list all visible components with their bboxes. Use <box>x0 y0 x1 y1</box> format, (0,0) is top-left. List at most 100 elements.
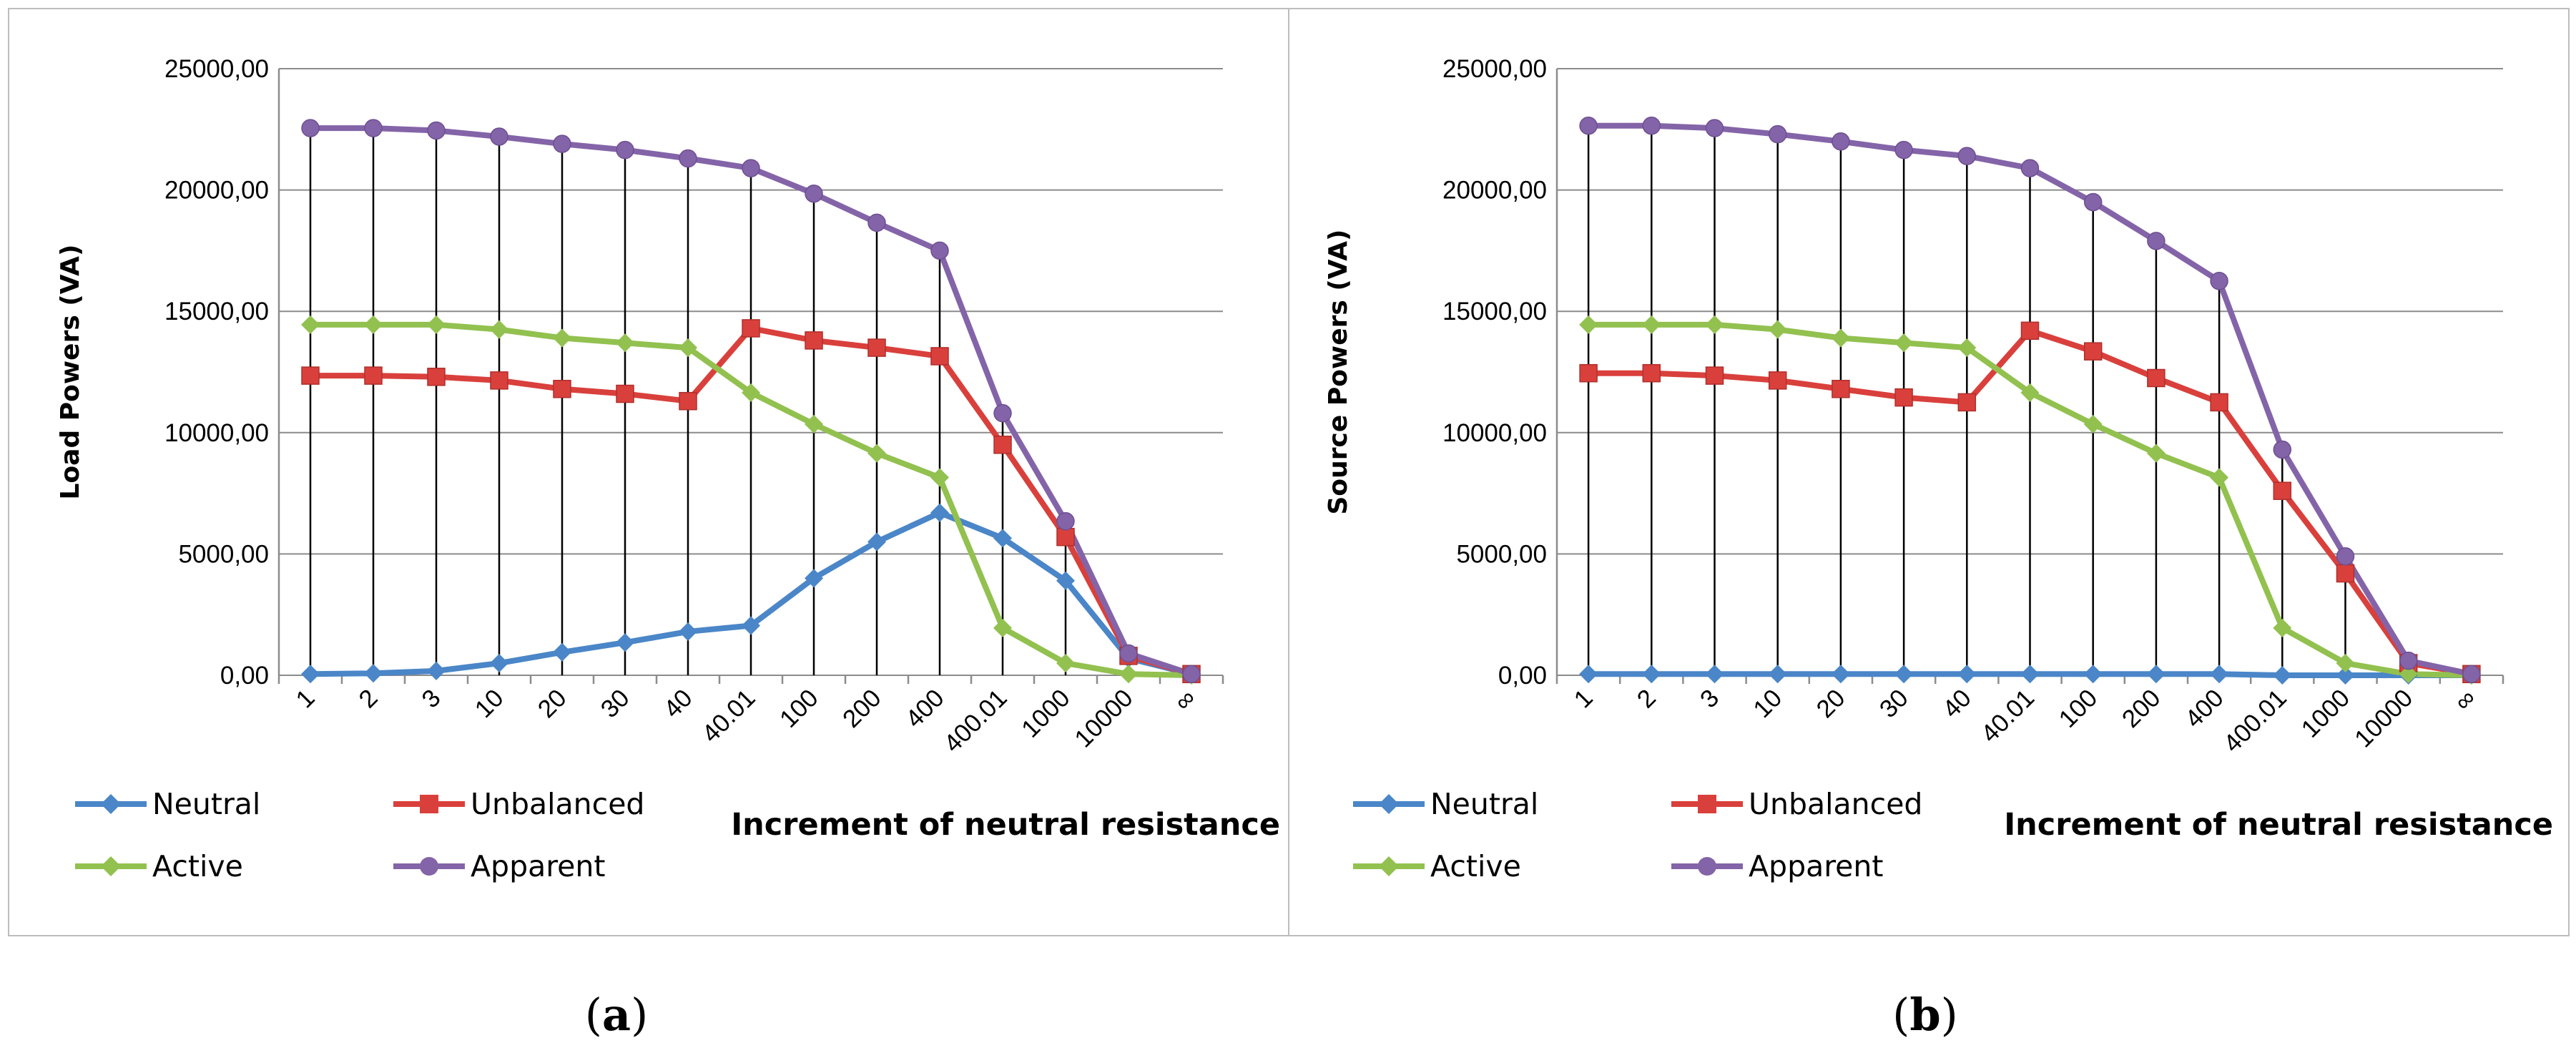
legend: Neutral Unbalanced Active Apparent <box>75 787 644 883</box>
data-point-neutral <box>2273 666 2292 685</box>
data-point-apparent <box>364 119 383 137</box>
data-point-apparent <box>1894 140 1913 160</box>
data-point-neutral <box>867 532 886 552</box>
legend-label: Apparent <box>1749 849 1883 883</box>
data-point-active <box>2020 383 2040 402</box>
data-point-neutral <box>427 661 446 680</box>
data-point-unbalanced <box>1957 393 1977 412</box>
data-point-unbalanced <box>616 384 634 403</box>
data-point-neutral <box>1957 665 1977 684</box>
data-point-unbalanced <box>2083 342 2103 361</box>
legend-item-active: Active <box>1353 849 1521 883</box>
data-point-neutral <box>2020 665 2040 684</box>
data-point-apparent <box>1768 124 1787 144</box>
data-point-unbalanced <box>2336 564 2355 583</box>
data-point-active <box>2083 414 2103 434</box>
data-point-neutral <box>679 622 697 641</box>
y-tick-label: 5000,00 <box>178 540 269 568</box>
data-point-active <box>490 320 508 339</box>
data-point-unbalanced <box>427 368 446 386</box>
data-point-unbalanced <box>364 366 383 385</box>
data-point-neutral <box>1056 571 1075 590</box>
chart-panel-b: 0,00 5000,00 10000,00 15000,00 20000,00 25000… <box>1288 8 2570 1041</box>
data-point-unbalanced <box>1642 363 1661 383</box>
data-point-apparent <box>301 119 320 137</box>
panel-frame <box>8 8 1289 936</box>
data-point-active <box>1579 315 1598 334</box>
data-point-apparent <box>993 403 1012 423</box>
data-point-apparent <box>427 121 446 140</box>
legend-item-active: Active <box>75 849 243 883</box>
data-point-active <box>2336 654 2355 673</box>
legend-marker <box>1379 856 1399 876</box>
data-point-neutral <box>2336 666 2355 685</box>
data-point-neutral <box>364 664 383 683</box>
data-point-neutral <box>301 665 320 684</box>
panel-frame <box>1288 8 2570 936</box>
data-point-active <box>1056 654 1075 673</box>
data-point-neutral <box>805 569 823 588</box>
data-point-active <box>2210 468 2229 487</box>
data-point-unbalanced <box>930 347 949 366</box>
data-point-active <box>427 315 446 334</box>
data-point-apparent <box>1642 116 1661 135</box>
chart-panel-a: 0,00 5000,00 10000,00 15000,00 20000,00 25000… <box>8 8 1289 1041</box>
data-point-neutral <box>2146 665 2165 684</box>
data-point-unbalanced <box>993 436 1012 454</box>
data-point-apparent <box>1119 644 1138 663</box>
data-point-apparent <box>1832 132 1850 151</box>
data-point-apparent <box>2462 665 2481 684</box>
data-point-apparent <box>553 134 571 153</box>
data-point-neutral <box>2083 665 2103 684</box>
data-point-neutral <box>553 642 571 662</box>
data-point-active <box>742 383 760 402</box>
data-point-apparent <box>2020 159 2040 177</box>
data-point-apparent <box>1579 116 1598 135</box>
data-point-active <box>553 328 571 348</box>
data-point-apparent <box>1705 119 1724 137</box>
y-tick-label: 15000,00 <box>1442 298 1547 325</box>
legend-marker <box>1698 795 1716 813</box>
legend-label: Active <box>1430 849 1521 883</box>
data-point-neutral <box>1831 665 1850 684</box>
x-axis-title: Increment of neutral resistance <box>2004 807 2553 843</box>
data-point-unbalanced <box>1894 388 1913 407</box>
legend-item-unbalanced: Unbalanced <box>1671 787 1922 821</box>
legend-marker <box>1379 794 1399 814</box>
data-point-unbalanced <box>805 331 823 350</box>
data-point-apparent <box>2273 440 2292 459</box>
data-point-active <box>867 444 886 463</box>
data-point-active <box>1768 320 1787 339</box>
data-point-active <box>930 468 949 487</box>
x-axis-title: Increment of neutral resistance <box>731 807 1280 843</box>
data-point-unbalanced <box>553 379 571 398</box>
data-point-apparent <box>805 184 823 203</box>
data-point-neutral <box>2210 665 2229 684</box>
data-point-unbalanced <box>301 366 320 385</box>
legend-item-apparent: Apparent <box>1671 849 1883 883</box>
data-point-unbalanced <box>490 371 508 390</box>
y-tick-label: 10000,00 <box>164 419 269 447</box>
y-tick-label: 20000,00 <box>164 177 269 205</box>
legend-label: Neutral <box>1430 787 1538 821</box>
data-point-neutral <box>1642 665 1661 684</box>
data-point-apparent <box>490 127 508 146</box>
panel-label: (a) <box>585 989 649 1041</box>
y-tick-label: 0,00 <box>1498 662 1547 690</box>
data-point-neutral <box>1579 665 1598 684</box>
data-point-active <box>679 338 697 358</box>
legend-label: Unbalanced <box>1749 787 1922 821</box>
data-point-apparent <box>2210 272 2228 290</box>
data-point-unbalanced <box>742 319 760 338</box>
data-point-active <box>1957 338 1977 358</box>
y-tick-label: 25000,00 <box>164 55 269 83</box>
data-point-neutral <box>930 503 949 522</box>
data-point-apparent <box>742 159 760 177</box>
y-tick-label: 25000,00 <box>1442 55 1547 83</box>
data-point-unbalanced <box>867 338 886 357</box>
data-point-apparent <box>616 140 634 160</box>
data-point-unbalanced <box>1768 371 1787 390</box>
legend: Neutral Unbalanced Active Apparent <box>1353 787 1922 883</box>
y-tick-label: 10000,00 <box>1442 419 1547 447</box>
y-axis-title: Source Powers (VA) <box>1324 229 1353 514</box>
